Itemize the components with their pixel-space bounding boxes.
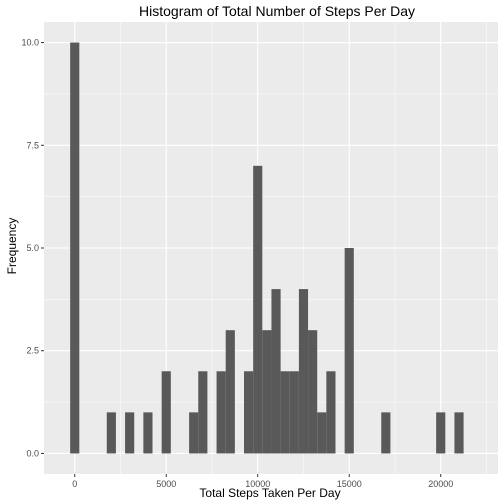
histogram-bar bbox=[381, 412, 390, 453]
histogram-bar bbox=[345, 248, 354, 453]
histogram-bar bbox=[326, 371, 335, 453]
y-tick-label: 7.5 bbox=[26, 140, 39, 150]
histogram-bar bbox=[217, 371, 226, 453]
histogram-bar bbox=[290, 371, 299, 453]
histogram-bar bbox=[262, 330, 271, 453]
histogram-bar bbox=[143, 412, 152, 453]
histogram-bar bbox=[308, 330, 317, 453]
x-tick-label: 20000 bbox=[428, 479, 453, 489]
histogram-bar bbox=[189, 412, 198, 453]
histogram-bar bbox=[454, 412, 463, 453]
x-tick-label: 0 bbox=[72, 479, 77, 489]
histogram-bar bbox=[317, 412, 326, 453]
x-tick-label: 5000 bbox=[156, 479, 176, 489]
y-tick-label: 5.0 bbox=[26, 243, 39, 253]
y-axis: 0.0 2.5 5.0 7.5 10.0 bbox=[21, 38, 44, 459]
histogram-bar bbox=[70, 43, 79, 454]
histogram-bar bbox=[281, 371, 290, 453]
histogram-bar bbox=[271, 289, 280, 453]
x-axis-label: Total Steps Taken Per Day bbox=[199, 486, 340, 500]
histogram-bar bbox=[253, 166, 262, 454]
y-tick-label: 0.0 bbox=[26, 448, 39, 458]
chart-title: Histogram of Total Number of Steps Per D… bbox=[139, 3, 415, 19]
y-tick-label: 10.0 bbox=[21, 38, 39, 48]
histogram-bar bbox=[162, 371, 171, 453]
histogram-bar bbox=[244, 371, 253, 453]
histogram-bar bbox=[436, 412, 445, 453]
histogram-bar bbox=[107, 412, 116, 453]
y-axis-label: Frequency bbox=[5, 218, 19, 275]
histogram-bar bbox=[198, 371, 207, 453]
y-tick-label: 2.5 bbox=[26, 346, 39, 356]
histogram-bar bbox=[125, 412, 134, 453]
histogram-bar bbox=[226, 330, 235, 453]
histogram-bar bbox=[299, 289, 308, 453]
